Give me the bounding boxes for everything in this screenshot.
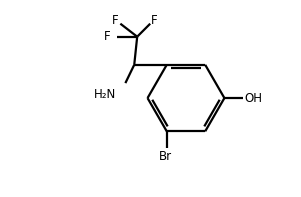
- Text: F: F: [112, 14, 119, 27]
- Text: F: F: [104, 30, 110, 43]
- Text: F: F: [150, 14, 157, 27]
- Text: OH: OH: [244, 92, 262, 105]
- Text: Br: Br: [159, 150, 172, 163]
- Text: H₂N: H₂N: [94, 88, 116, 101]
